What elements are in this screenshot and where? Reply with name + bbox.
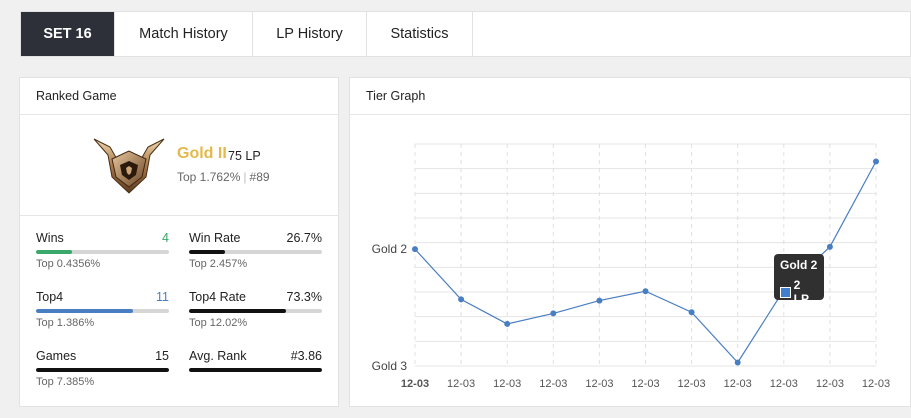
data-point [873, 158, 879, 165]
ranked-game-card: Ranked Game Gold II 75 LP Top 1.762% | #89 [19, 77, 339, 407]
stat-games: Games 15 Top 7.385% [36, 349, 169, 388]
rank-summary: Gold II 75 LP Top 1.762% | #89 [20, 115, 338, 216]
x-tick-label: 12-03 [862, 378, 890, 390]
chart-tooltip: Gold 2 2 LP [774, 254, 824, 306]
stat-bar [36, 309, 169, 313]
stat-top4-rate: Top4 Rate 73.3% Top 12.02% [189, 290, 322, 329]
stat-bar [189, 250, 322, 254]
gold-rank-emblem-icon [93, 138, 165, 194]
tier-graph-chart: Gold 2 Gold 3 12-03 12-03 12-03 12-03 12-03 12-… [350, 116, 910, 406]
tab-statistics[interactable]: Statistics [367, 12, 473, 56]
x-tick-label: 12-03 [724, 378, 752, 390]
tab-set-16[interactable]: SET 16 [21, 12, 115, 56]
stat-sub: Top 2.457% [189, 258, 248, 270]
stat-sub: Top 7.385% [36, 376, 95, 388]
stat-label: Games [36, 349, 77, 363]
x-tick-label: 12-03 [539, 378, 567, 390]
stat-label: Avg. Rank [189, 349, 247, 363]
x-tick-label: 12-03 [401, 378, 429, 390]
stat-value: 11 [156, 290, 169, 304]
stat-top4: Top4 11 Top 1.386% [36, 290, 169, 329]
data-point [642, 288, 649, 295]
stat-wins: Wins 4 Top 0.4356% [36, 231, 169, 270]
stat-label: Top4 Rate [189, 290, 246, 304]
stat-bar [189, 368, 322, 372]
stat-bar [36, 368, 169, 372]
ladder-position: #89 [249, 170, 270, 184]
y-tick-label: Gold 2 [372, 242, 408, 256]
stat-value: 26.7% [286, 231, 322, 245]
x-tick-label: 12-03 [493, 378, 521, 390]
stat-label: Wins [36, 231, 64, 245]
tier-line-chart: Gold 2 Gold 3 12-03 12-03 12-03 12-03 12-03 12-… [372, 143, 890, 390]
x-tick-label: 12-03 [816, 378, 844, 390]
stat-sub: Top 12.02% [189, 317, 248, 329]
x-tick-label: 12-03 [770, 378, 798, 390]
data-point [688, 309, 695, 316]
stat-bar-fill [36, 368, 169, 372]
stat-bar-fill [36, 250, 72, 254]
stat-win-rate: Win Rate 26.7% Top 2.457% [189, 231, 322, 270]
rank-name: Gold II [177, 145, 227, 162]
stat-label: Top4 [36, 290, 64, 304]
tab-match-history[interactable]: Match History [115, 12, 253, 56]
stat-sub: Top 0.4356% [36, 258, 101, 270]
tier-graph-title: Tier Graph [350, 78, 910, 115]
x-tick-label: 12-03 [631, 378, 659, 390]
stat-bar-fill [189, 368, 322, 372]
stat-bar [36, 250, 169, 254]
data-point [458, 296, 465, 303]
tooltip-title: Gold 2 [780, 258, 818, 272]
data-point [504, 320, 511, 327]
stat-bar-fill [36, 309, 134, 313]
y-tick-label: Gold 3 [372, 359, 408, 373]
data-point [596, 297, 603, 304]
tier-graph-card: Tier Graph Gold 2 Gold 3 12-03 12-03 12-03 12… [349, 77, 911, 407]
stat-bar-fill [189, 309, 287, 313]
rank-lp: 75 LP [228, 149, 261, 163]
separator: | [243, 170, 247, 184]
stat-bar [189, 309, 322, 313]
stat-value: 73.3% [286, 290, 322, 304]
stat-value: 15 [155, 349, 169, 363]
ranked-game-title: Ranked Game [20, 78, 338, 115]
stat-avg-rank: Avg. Rank #3.86 [189, 349, 322, 376]
data-point [826, 243, 833, 250]
data-point [734, 359, 741, 366]
series-swatch-icon [780, 286, 791, 298]
x-tick-label: 12-03 [678, 378, 706, 390]
data-point [550, 310, 557, 317]
top-percent-text: Top 1.762% [177, 170, 241, 184]
stat-sub: Top 1.386% [36, 317, 95, 329]
stat-bar-fill [189, 250, 225, 254]
x-tick-label: 12-03 [585, 378, 613, 390]
x-tick-label: 12-03 [447, 378, 475, 390]
data-point [412, 246, 418, 253]
tab-bar: SET 16 Match History LP History Statisti… [20, 11, 911, 57]
stat-value: #3.86 [290, 349, 322, 363]
stat-value: 4 [162, 231, 169, 245]
tab-lp-history[interactable]: LP History [253, 12, 367, 56]
tooltip-value: 2 LP [793, 278, 809, 306]
rank-top-percent: Top 1.762% | #89 [177, 170, 270, 184]
stat-label: Win Rate [189, 231, 241, 245]
tooltip-row: 2 LP [780, 278, 818, 306]
